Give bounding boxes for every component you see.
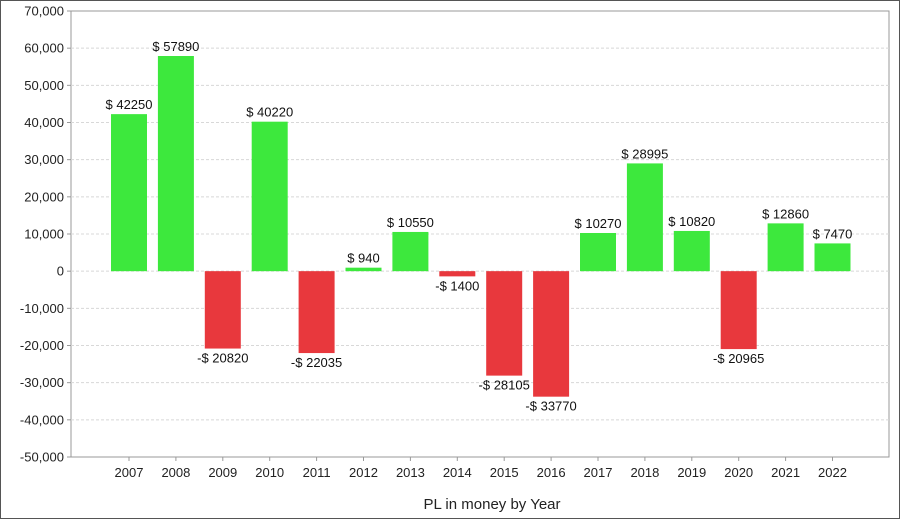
x-tick-label: 2013 [396, 465, 425, 480]
x-tick-label: 2008 [161, 465, 190, 480]
bar-2021 [767, 223, 804, 272]
x-tick-label: 2019 [677, 465, 706, 480]
bar-2016 [533, 271, 570, 397]
bar-2008 [157, 56, 194, 272]
x-tick-label: 2012 [349, 465, 378, 480]
data-label-2021: $ 12860 [762, 206, 809, 221]
bar-2013 [392, 231, 429, 272]
y-tick-label: -30,000 [20, 375, 64, 390]
bar-2014 [439, 271, 476, 277]
y-tick-label: 60,000 [24, 41, 64, 56]
x-tick-label: 2014 [443, 465, 472, 480]
x-tick-label: 2018 [630, 465, 659, 480]
bars [111, 56, 851, 397]
data-label-2008: $ 57890 [152, 39, 199, 54]
data-label-2012: $ 940 [347, 251, 380, 266]
bar-2022 [814, 243, 851, 272]
bar-2011 [298, 271, 335, 354]
bar-2018 [626, 163, 663, 272]
y-axis-ticks: 70,000 60,000 50,000 40,000 30,000 20,000 10,0… [20, 4, 71, 465]
bar-2012 [345, 267, 382, 272]
y-tick-label: -10,000 [20, 301, 64, 316]
data-label-2016: -$ 33770 [525, 399, 576, 414]
x-tick-label: 2007 [115, 465, 144, 480]
data-label-2011: -$ 22035 [291, 355, 342, 370]
bar-2007 [111, 114, 147, 272]
bar-2009 [204, 271, 241, 349]
y-tick-label: -50,000 [20, 450, 64, 465]
y-tick-label: -40,000 [20, 412, 64, 427]
y-tick-label: 50,000 [24, 78, 64, 93]
y-tick-label: 10,000 [24, 227, 64, 242]
x-tick-label: 2009 [208, 465, 237, 480]
x-tick-label: 2010 [255, 465, 284, 480]
x-axis-ticks: 2007 2008 2009 2010 2011 2012 2013 2014 2015 2016… [115, 457, 847, 480]
x-tick-label: 2021 [771, 465, 800, 480]
y-tick-label: 20,000 [24, 189, 64, 204]
bar-2015 [486, 271, 523, 376]
y-tick-label: 0 [57, 264, 64, 279]
x-tick-label: 2020 [724, 465, 753, 480]
data-label-2017: $ 10270 [575, 216, 622, 231]
y-tick-label: 40,000 [24, 115, 64, 130]
y-tick-label: 70,000 [24, 4, 64, 19]
bar-2010 [251, 121, 288, 272]
data-label-2007: $ 42250 [106, 97, 153, 112]
data-label-2018: $ 28995 [621, 146, 668, 161]
bar-2020 [720, 271, 757, 350]
data-label-2009: -$ 20820 [197, 351, 248, 366]
x-tick-label: 2017 [584, 465, 613, 480]
data-label-2015: -$ 28105 [479, 378, 530, 393]
data-label-2010: $ 40220 [246, 105, 293, 120]
x-tick-label: 2011 [303, 465, 331, 480]
data-label-2019: $ 10820 [668, 214, 715, 229]
data-label-2013: $ 10550 [387, 215, 434, 230]
x-tick-label: 2022 [818, 465, 847, 480]
y-tick-label: -20,000 [20, 338, 64, 353]
data-label-2022: $ 7470 [813, 226, 853, 241]
x-tick-label: 2015 [490, 465, 519, 480]
x-tick-label: 2016 [537, 465, 566, 480]
bar-2019 [673, 230, 710, 272]
data-label-2014: -$ 1400 [435, 278, 479, 293]
x-axis-title: PL in money by Year [423, 496, 560, 513]
bar-2017 [580, 232, 616, 272]
data-label-2020: -$ 20965 [713, 351, 764, 366]
data-labels: $ 42250 $ 57890 -$ 20820 $ 40220 -$ 22035 $ 9… [106, 39, 853, 414]
y-tick-label: 30,000 [24, 152, 64, 167]
